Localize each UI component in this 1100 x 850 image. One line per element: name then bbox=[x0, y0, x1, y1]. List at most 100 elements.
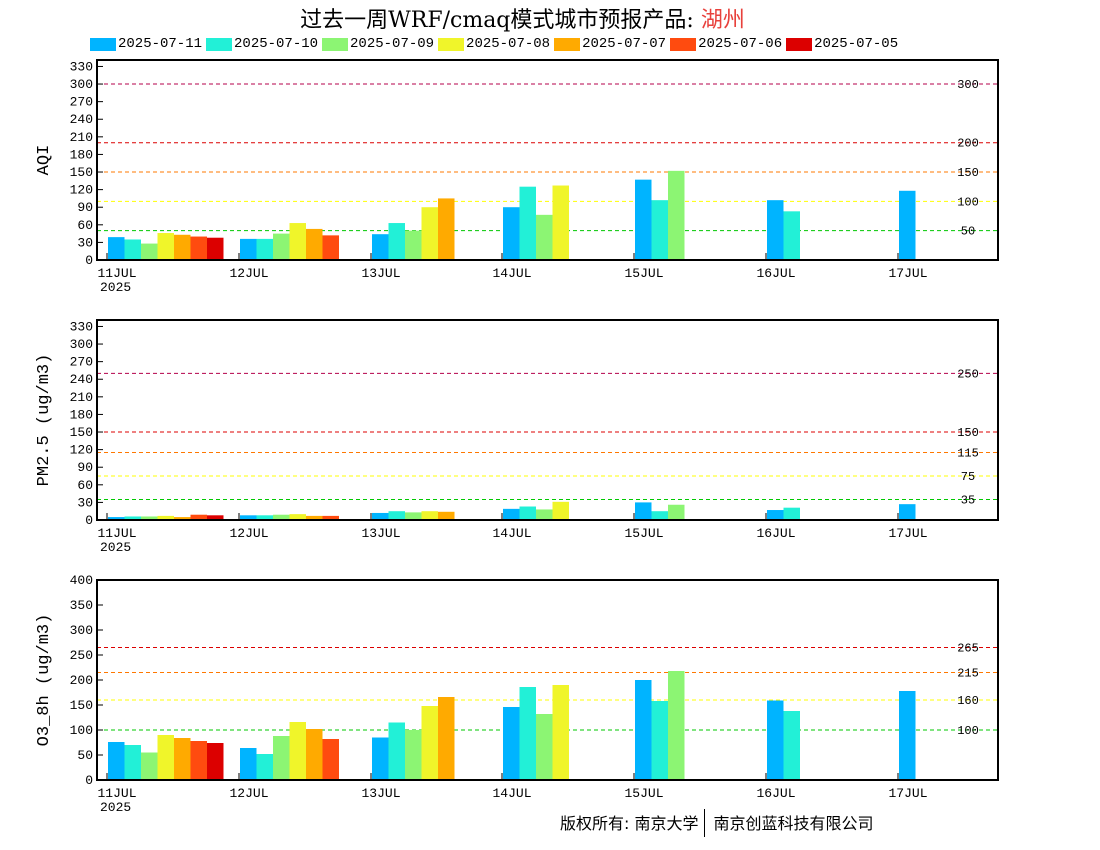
bar bbox=[503, 508, 520, 520]
y-tick-label: 90 bbox=[77, 460, 93, 475]
bar bbox=[141, 516, 158, 520]
y-tick-label: 270 bbox=[70, 355, 93, 370]
bar bbox=[899, 190, 916, 260]
legend-swatch bbox=[206, 37, 233, 51]
y-tick-label: 150 bbox=[70, 698, 93, 713]
year-label: 2025 bbox=[100, 540, 131, 555]
y-tick-label: 240 bbox=[70, 372, 93, 387]
x-tick-label: 12JUL bbox=[229, 526, 268, 541]
threshold-label: 115 bbox=[957, 447, 979, 461]
bar bbox=[240, 748, 257, 780]
x-tick-label: 14JUL bbox=[492, 786, 531, 801]
plot-frame bbox=[96, 319, 999, 521]
threshold-label: 265 bbox=[957, 642, 979, 656]
bar bbox=[289, 223, 306, 260]
x-tick-label: 17JUL bbox=[888, 526, 927, 541]
y-tick-label: 210 bbox=[70, 130, 93, 145]
threshold-label: 200 bbox=[957, 137, 979, 151]
bar bbox=[108, 742, 125, 780]
bar bbox=[783, 507, 800, 520]
threshold-label: 100 bbox=[957, 195, 979, 209]
y-tick-label: 300 bbox=[70, 337, 93, 352]
bar bbox=[899, 504, 916, 520]
y-tick-label: 150 bbox=[70, 425, 93, 440]
bar bbox=[783, 711, 800, 780]
y-tick-label: 180 bbox=[70, 147, 93, 162]
plot-frame bbox=[96, 59, 999, 261]
copyright-right: 南京创蓝科技有限公司 bbox=[713, 814, 874, 833]
bar bbox=[207, 515, 224, 520]
legend-item: 2025-07-06 bbox=[670, 35, 782, 53]
bar bbox=[519, 506, 536, 520]
chart-panel-0: 300 200 150 100 50 0 30 60 90 120 150 180 210 240 270 3… bbox=[35, 59, 999, 295]
y-tick-label: 120 bbox=[70, 183, 93, 198]
bar bbox=[372, 234, 389, 260]
bar bbox=[668, 504, 685, 520]
x-tick-label: 12JUL bbox=[229, 786, 268, 801]
legend-item: 2025-07-08 bbox=[438, 35, 550, 53]
legend-item: 2025-07-05 bbox=[786, 35, 898, 53]
bar bbox=[174, 517, 191, 520]
bar bbox=[651, 200, 668, 260]
bar bbox=[372, 512, 389, 520]
legend-label: 2025-07-07 bbox=[582, 36, 667, 52]
bar bbox=[438, 697, 455, 780]
bar bbox=[372, 737, 389, 780]
bar bbox=[388, 722, 405, 780]
footer-separator bbox=[704, 808, 706, 837]
y-tick-label: 50 bbox=[77, 748, 93, 763]
x-tick-label: 17JUL bbox=[888, 786, 927, 801]
bar bbox=[438, 198, 455, 260]
legend-label: 2025-07-10 bbox=[234, 36, 319, 52]
y-tick-label: 30 bbox=[77, 495, 93, 510]
bar bbox=[552, 685, 569, 780]
legend-label: 2025-07-11 bbox=[118, 36, 203, 52]
legend-label: 2025-07-05 bbox=[814, 36, 899, 52]
x-tick-label: 14JUL bbox=[492, 526, 531, 541]
bar bbox=[388, 511, 405, 520]
x-tick-label: 11JUL bbox=[97, 266, 136, 281]
legend-label: 2025-07-09 bbox=[350, 36, 435, 52]
y-tick-label: 330 bbox=[70, 59, 93, 74]
y-axis-label: O3_8h (ug/m3) bbox=[35, 614, 54, 747]
bar bbox=[157, 515, 174, 520]
bar bbox=[124, 516, 141, 520]
y-axis-label: AQI bbox=[35, 145, 54, 176]
bar bbox=[635, 680, 652, 780]
y-tick-label: 300 bbox=[70, 77, 93, 92]
bar bbox=[899, 691, 916, 780]
bar bbox=[651, 701, 668, 780]
y-tick-label: 120 bbox=[70, 443, 93, 458]
bar bbox=[273, 736, 290, 780]
x-tick-label: 16JUL bbox=[756, 266, 795, 281]
y-tick-label: 30 bbox=[77, 235, 93, 250]
legend-swatch bbox=[554, 37, 581, 51]
bar bbox=[421, 511, 438, 520]
bar bbox=[405, 230, 422, 260]
bar bbox=[635, 179, 652, 260]
threshold-label: 150 bbox=[957, 166, 979, 180]
y-tick-label: 0 bbox=[85, 253, 93, 268]
y-tick-label: 90 bbox=[77, 200, 93, 215]
y-tick-label: 200 bbox=[70, 673, 93, 688]
bar bbox=[256, 515, 273, 520]
x-tick-label: 15JUL bbox=[624, 266, 663, 281]
y-tick-label: 0 bbox=[85, 773, 93, 788]
threshold-label: 160 bbox=[957, 694, 979, 708]
bar bbox=[767, 700, 784, 780]
chart-title: 过去一周WRF/cmaq模式城市预报产品: 湖州 bbox=[0, 2, 1045, 34]
bar bbox=[256, 238, 273, 260]
threshold-label: 50 bbox=[961, 225, 975, 239]
threshold-label: 300 bbox=[957, 78, 979, 92]
legend-swatch bbox=[670, 37, 697, 51]
bar bbox=[141, 243, 158, 260]
x-tick-label: 13JUL bbox=[361, 786, 400, 801]
threshold-label: 35 bbox=[961, 493, 975, 507]
x-tick-label: 15JUL bbox=[624, 526, 663, 541]
bar bbox=[783, 211, 800, 260]
bar bbox=[273, 233, 290, 260]
bar bbox=[322, 235, 339, 260]
bar bbox=[306, 729, 323, 780]
